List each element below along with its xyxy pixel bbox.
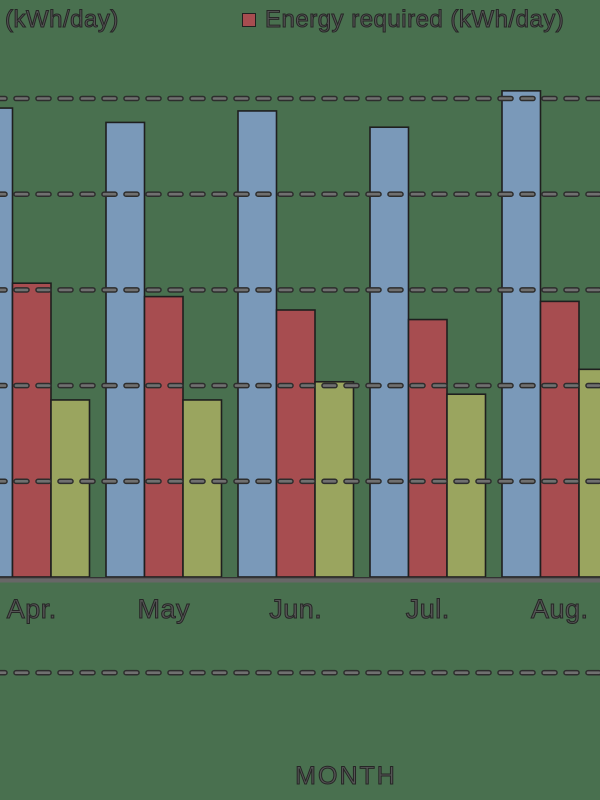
x-axis-title: MONTH [295,762,397,791]
x-tick-label-aug: Aug. [530,594,589,625]
x-tick-label-jun: Jun. [269,594,323,625]
legend-swatch-red-icon [242,13,256,27]
legend-label-produced: (kWh/day) [5,6,119,34]
bar-apr-series1 [0,107,14,578]
bar-may-series1 [105,121,146,578]
x-tick-label-may: May [137,594,191,625]
bar-apr-series3 [50,399,91,578]
bar-jun-series1 [237,110,278,578]
bar-jul-series2 [407,318,448,578]
legend-item-energy-required: Energy required (kWh/day) [242,5,564,35]
x-tick-label-apr: Apr. [6,594,57,625]
legend-item-produced: (kWh/day) [5,5,119,35]
x-axis-line [0,577,600,583]
bar-jul-series3 [446,393,487,578]
x-tick-label-jul: Jul. [405,594,450,625]
legend: (kWh/day) Energy required (kWh/day) [0,0,600,46]
bar-may-series3 [182,399,223,578]
bar-apr-series2 [11,282,52,578]
legend-label-energy-required: Energy required (kWh/day) [264,6,565,34]
bar-aug-series3 [578,368,600,578]
bar-may-series2 [143,295,184,578]
bar-aug-series2 [539,300,580,578]
bar-jun-series2 [275,309,316,578]
x-axis-line-edge [0,577,600,579]
bar-aug-series1 [501,90,542,578]
